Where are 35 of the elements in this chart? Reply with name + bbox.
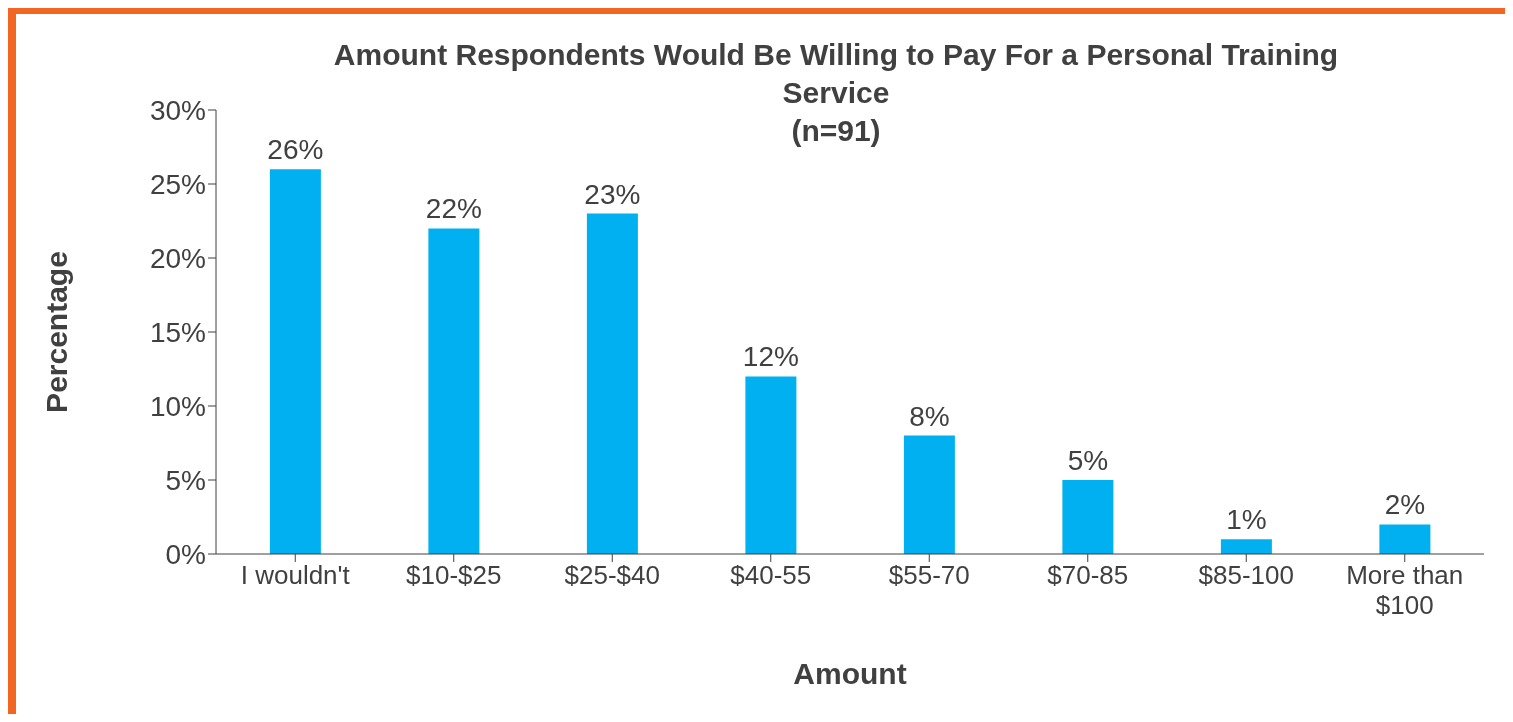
- data-label: 8%: [909, 400, 950, 432]
- data-label: 2%: [1384, 489, 1426, 521]
- bar: [586, 213, 638, 554]
- data-label: 22%: [425, 193, 482, 225]
- chart-subtitle: (n=91): [791, 114, 881, 147]
- y-tick-label: 0%: [165, 538, 206, 570]
- x-tick-label: $85-100: [1198, 560, 1294, 590]
- data-label: 23%: [584, 178, 641, 210]
- data-label: 12%: [742, 341, 799, 373]
- y-tick-label: 25%: [149, 168, 206, 200]
- y-axis-title: Percentage: [39, 251, 73, 413]
- y-tick-label: 10%: [149, 390, 206, 422]
- x-tick-label: I wouldn't: [240, 560, 351, 590]
- y-tick-label: 30%: [149, 94, 206, 126]
- bar: [1379, 524, 1431, 554]
- y-tick-label: 20%: [149, 242, 206, 274]
- y-tick-label: 15%: [149, 316, 206, 348]
- data-label: 1%: [1226, 504, 1267, 536]
- bar: [745, 376, 797, 554]
- x-tick-label: $25-$40: [564, 560, 660, 590]
- x-tick-label: $55-70: [888, 560, 970, 590]
- chart-title: Amount Respondents Would Be Willing to Pay For a Personal Training Service: [332, 37, 1340, 111]
- data-label: 5%: [1067, 445, 1109, 476]
- x-tick-label: $10-$25: [406, 560, 502, 590]
- data-label: 26%: [267, 134, 324, 166]
- x-tick-label: More than $100: [1346, 560, 1464, 620]
- bar: [428, 228, 480, 554]
- x-tick-label: $70-85: [1047, 560, 1129, 590]
- x-axis-title: Amount: [793, 657, 907, 690]
- bar: [1220, 539, 1272, 554]
- x-tick-label: $40-55: [730, 560, 812, 590]
- bar: [1062, 480, 1114, 554]
- y-tick-label: 5%: [165, 464, 206, 496]
- bar: [903, 435, 955, 554]
- bar: [269, 169, 321, 554]
